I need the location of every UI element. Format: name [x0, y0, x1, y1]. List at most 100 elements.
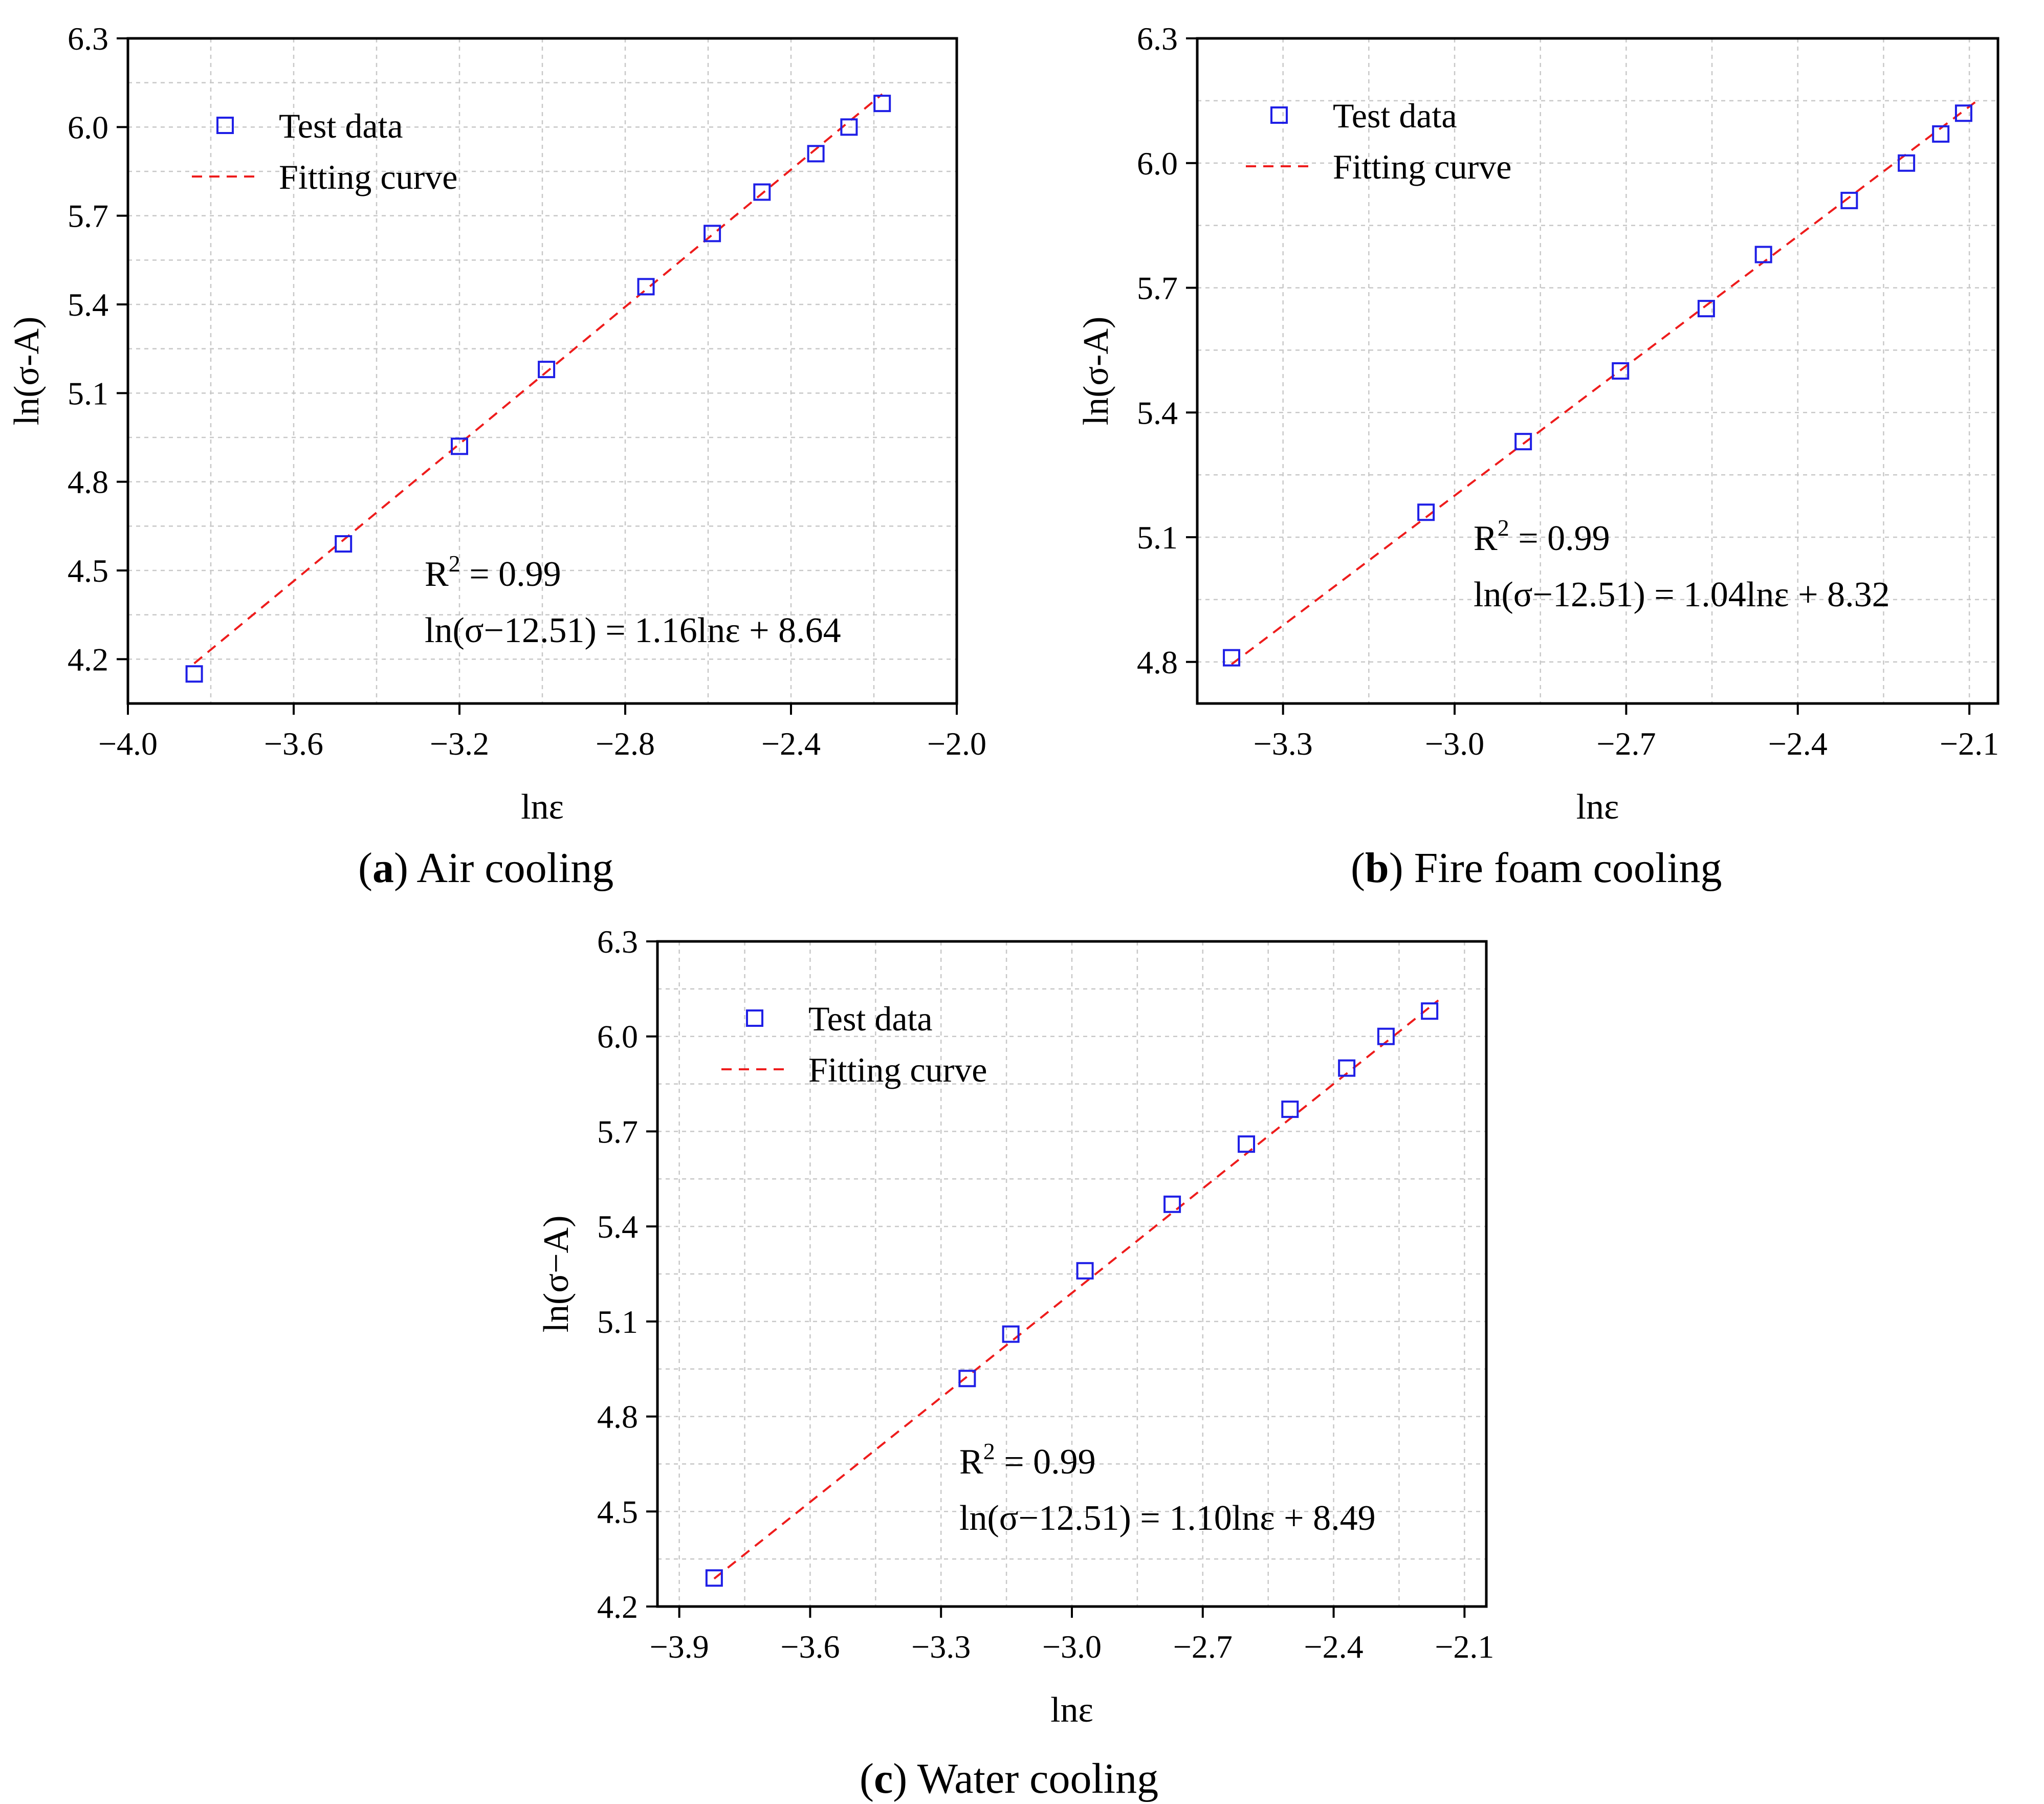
y-tick-label: 4.8: [1137, 644, 1178, 680]
caption-a: (a) Air cooling: [358, 844, 614, 892]
data-point: [1898, 154, 1916, 172]
x-tick-label: −2.4: [1768, 725, 1828, 762]
annotation-b: R2 = 0.99 ln(σ−12.51) = 1.04lnε + 8.32: [1474, 515, 1890, 614]
legend-label-fitting-curve: Fitting curve: [808, 1050, 987, 1089]
ticks-b: −3.3 −3.0 −2.7 −2.4 −2.1 4.8 5.1 5.4 5.7 6.0 6.3: [1137, 20, 1999, 762]
data-point: [1002, 1325, 1020, 1343]
data-point: [1754, 246, 1772, 263]
r-squared-label: R2 = 0.99: [425, 551, 561, 594]
data-point: [1281, 1101, 1299, 1118]
annotation-c: R2 = 0.99 ln(σ−12.51) = 1.10lnε + 8.49: [959, 1438, 1376, 1538]
y-tick-label: 4.8: [597, 1399, 638, 1435]
y-tick-label: 5.7: [68, 198, 108, 234]
y-tick-label: 5.4: [1137, 394, 1178, 431]
y-tick-label: 6.3: [597, 923, 638, 960]
x-tick-label: −3.6: [264, 725, 323, 762]
chart-svg-c: −3.9 −3.6 −3.3 −3.0 −2.7 −2.4 −2.1 4.2 4.5 4.8 5.1…: [537, 923, 1494, 1730]
data-point: [1338, 1059, 1356, 1077]
legend-marker-test-data: [216, 117, 234, 134]
y-tick-label: 4.5: [68, 553, 108, 589]
data-point: [1840, 191, 1858, 209]
x-tick-label: −3.2: [430, 725, 489, 762]
test-data-points-a: [185, 95, 891, 683]
plot-frame-b: [1196, 37, 1999, 705]
x-tick-label: −2.4: [761, 725, 821, 762]
test-data-points-b: [1223, 104, 1972, 667]
annotation-a: R2 = 0.99 ln(σ−12.51) = 1.16lnε + 8.64: [425, 551, 841, 650]
y-tick-label: 4.2: [68, 641, 108, 677]
y-tick-label: 5.7: [597, 1113, 638, 1150]
plot-frame-a: [126, 37, 958, 705]
y-tick-label: 6.0: [597, 1019, 638, 1055]
data-point: [1932, 125, 1950, 143]
y-tick-label: 4.2: [597, 1589, 638, 1625]
data-point: [1417, 503, 1435, 521]
legend-label-test-data: Test data: [808, 999, 933, 1038]
r-squared-label: R2 = 0.99: [1474, 515, 1610, 558]
x-tick-label: −3.9: [650, 1629, 709, 1665]
data-point: [958, 1370, 976, 1388]
y-tick-label: 5.1: [597, 1304, 638, 1340]
y-axis-label: ln(σ−A): [537, 1216, 576, 1333]
data-point: [1238, 1135, 1256, 1153]
x-tick-label: −3.0: [1425, 725, 1484, 762]
legend-b: Test data Fitting curve: [1246, 96, 1511, 186]
data-point: [840, 118, 858, 136]
y-tick-label: 6.3: [68, 20, 108, 57]
data-point: [637, 278, 655, 296]
legend-a: Test data Fitting curve: [192, 106, 457, 196]
data-point: [807, 145, 825, 163]
legend-label-test-data: Test data: [1333, 96, 1457, 135]
data-point: [538, 361, 556, 379]
data-point: [1377, 1027, 1395, 1045]
data-point: [753, 183, 771, 201]
legend-label-test-data: Test data: [279, 106, 403, 145]
data-point: [704, 225, 721, 243]
x-tick-label: −4.0: [98, 725, 158, 762]
caption-c: (c) Water cooling: [860, 1755, 1159, 1802]
legend-c: Test data Fitting curve: [721, 999, 987, 1089]
grid-b: [1196, 38, 1998, 703]
data-point: [1612, 362, 1630, 380]
fit-equation-label: ln(σ−12.51) = 1.10lnε + 8.49: [959, 1499, 1376, 1538]
y-tick-label: 5.1: [1137, 519, 1178, 556]
ticks-a: −4.0 −3.6 −3.2 −2.8 −2.4 −2.0 4.2 4.5 4.8 5.1 5.4 5…: [68, 20, 986, 762]
x-axis-label: lnε: [521, 787, 564, 827]
y-tick-label: 5.7: [1137, 270, 1178, 306]
x-tick-label: −3.0: [1042, 1629, 1102, 1665]
y-tick-label: 4.8: [68, 464, 108, 500]
fitting-curve-line: [713, 999, 1439, 1580]
x-axis-label: lnε: [1576, 787, 1619, 827]
x-tick-label: −3.3: [911, 1629, 971, 1665]
x-tick-label: −2.7: [1173, 1629, 1233, 1665]
y-tick-label: 4.5: [597, 1493, 638, 1530]
y-tick-label: 5.4: [68, 287, 108, 323]
legend-marker-test-data: [1270, 106, 1288, 124]
x-tick-label: −2.7: [1596, 725, 1656, 762]
y-tick-label: 6.3: [1137, 20, 1178, 57]
data-point: [1163, 1195, 1181, 1213]
legend-marker-test-data: [746, 1009, 763, 1027]
ticks-c: −3.9 −3.6 −3.3 −3.0 −2.7 −2.4 −2.1 4.2 4.5 4.8 5.1…: [597, 923, 1494, 1665]
x-tick-label: −2.1: [1940, 725, 1999, 762]
data-point: [1514, 433, 1532, 451]
data-point: [1954, 104, 1972, 122]
caption-b: (b) Fire foam cooling: [1351, 844, 1722, 892]
legend-label-fitting-curve: Fitting curve: [1333, 147, 1511, 186]
x-axis-label: lnε: [1050, 1690, 1093, 1730]
x-tick-label: −2.8: [596, 725, 655, 762]
data-point: [705, 1569, 723, 1587]
chart-svg-a: −4.0 −3.6 −3.2 −2.8 −2.4 −2.0 4.2 4.5 4.8 5.1 5.4 5…: [7, 20, 986, 827]
data-point: [873, 95, 891, 113]
y-tick-label: 6.0: [68, 109, 108, 145]
data-point: [1076, 1262, 1094, 1280]
y-tick-label: 5.1: [68, 375, 108, 411]
fit-equation-label: ln(σ−12.51) = 1.04lnε + 8.32: [1474, 575, 1890, 614]
y-axis-label: ln(σ-A): [1076, 317, 1116, 426]
fitting-curve-line: [193, 93, 883, 665]
x-tick-label: −2.4: [1304, 1629, 1364, 1665]
data-point: [335, 535, 353, 553]
x-tick-label: −3.6: [780, 1629, 840, 1665]
test-data-points-c: [705, 1002, 1439, 1587]
